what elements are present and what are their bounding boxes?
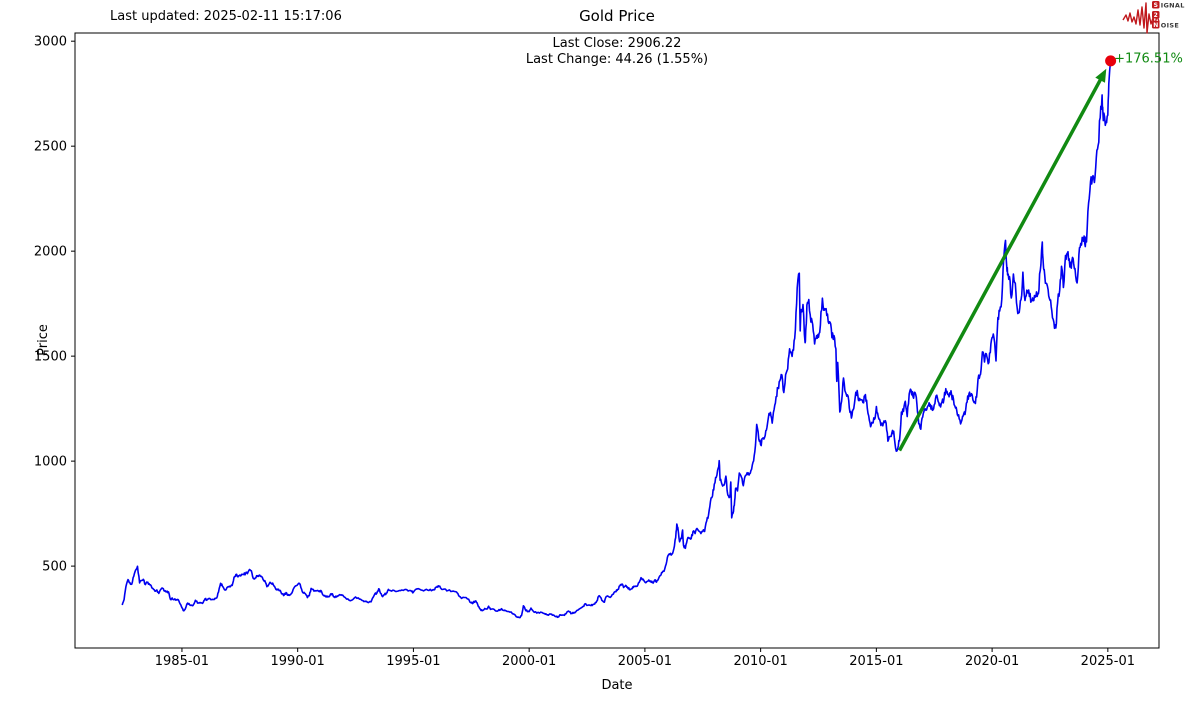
x-tick-label: 1985-01 — [155, 654, 209, 669]
trend-arrow-head — [1095, 68, 1107, 83]
logo-boxed-letter: S — [1154, 2, 1158, 9]
y-tick-label: 3000 — [34, 35, 67, 50]
price-line-layer — [121, 60, 1112, 619]
y-axis-label: Price — [36, 324, 51, 356]
logo-boxed-letter: N — [1153, 22, 1158, 29]
x-tick-label: 2020-01 — [965, 654, 1019, 669]
x-tick-label: 2015-01 — [849, 654, 903, 669]
last-change-text: Last Change: 44.26 (1.55%) — [525, 52, 709, 67]
gain-annotation-label: +176.51% — [1114, 51, 1183, 66]
y-tick-label: 2500 — [34, 140, 67, 155]
gold-price-line — [121, 60, 1112, 619]
chart-title: Gold Price — [579, 7, 655, 25]
logo-letter-box — [1152, 1, 1160, 9]
x-tick-label: 2005-01 — [618, 654, 672, 669]
axis-ticks: 1985-01 1990-01 1995-01 2000-01 2005-01 2010-… — [34, 35, 1135, 669]
logo-boxed-letter: 2 — [1154, 12, 1158, 19]
logo-word-rest: IGNAL — [1161, 1, 1185, 9]
y-tick-label: 1500 — [34, 350, 67, 365]
logo-word-rest: OISE — [1161, 21, 1179, 29]
logo-letter-box — [1152, 11, 1160, 19]
x-tick-label: 1990-01 — [271, 654, 325, 669]
last-updated-text: Last updated: 2025-02-11 15:17:06 — [110, 9, 342, 24]
y-tick-label: 500 — [42, 560, 67, 575]
last-price-marker — [1105, 55, 1117, 67]
x-axis-label: Date — [601, 678, 632, 693]
x-tick-label: 1995-01 — [386, 654, 440, 669]
x-tick-label: 2010-01 — [733, 654, 787, 669]
y-tick-label: 1000 — [34, 455, 67, 470]
annotation-layer — [897, 55, 1117, 452]
logo-letter-box — [1152, 21, 1160, 29]
plot-border — [74, 32, 1160, 649]
x-tick-label: 2000-01 — [502, 654, 556, 669]
y-tick-label: 2000 — [34, 245, 67, 260]
x-tick-label: 2025-01 — [1081, 654, 1135, 669]
last-close-text: Last Close: 2906.22 — [552, 36, 682, 51]
trend-arrow-shaft — [897, 76, 1104, 452]
